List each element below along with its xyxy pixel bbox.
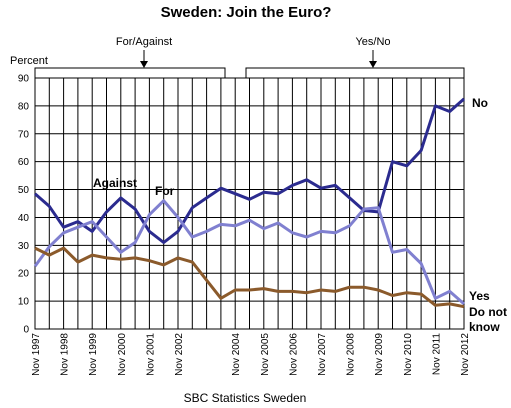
chart-source: SBC Statistics Sweden <box>184 391 307 405</box>
y-tick-label: 40 <box>18 213 30 224</box>
y-tick-label: 20 <box>18 269 30 280</box>
x-tick-label: Nov 2012 <box>460 333 471 376</box>
x-tick-label: Nov 2002 <box>174 333 185 376</box>
x-tick-label: Nov 2008 <box>346 333 357 376</box>
bracket-arrow-head <box>369 61 377 68</box>
y-tick-label: 60 <box>18 157 30 168</box>
annotation-for: For <box>155 184 175 198</box>
label-do-not-know-line1: Do not <box>469 305 507 319</box>
y-tick-label: 70 <box>18 129 30 140</box>
y-tick-label: 80 <box>18 101 30 112</box>
x-tick-label: Nov 2001 <box>145 333 156 376</box>
x-tick-label: Nov 2006 <box>288 333 299 376</box>
x-tick-label: Nov 2000 <box>117 333 128 376</box>
series-line-yes <box>33 199 465 306</box>
bracket-arrow-head <box>140 61 148 68</box>
x-tick-label: Nov 2010 <box>403 333 414 376</box>
x-tick-label: Nov 2009 <box>374 333 385 376</box>
bracket-label-for-against: For/Against <box>116 36 172 48</box>
label-no: No <box>472 96 488 110</box>
x-tick-label: Nov 2007 <box>317 333 328 376</box>
x-tick-label: Nov 1999 <box>88 333 99 376</box>
annotation-against: Against <box>93 176 137 190</box>
bracket-label-yes-no: Yes/No <box>355 36 390 48</box>
series-line-no <box>34 97 465 244</box>
label-do-not-know-line2: know <box>469 320 500 334</box>
y-axis-label: Percent <box>10 55 48 67</box>
series-line-do-not-know <box>34 246 465 309</box>
chart-title: Sweden: Join the Euro? <box>161 4 332 21</box>
x-tick-label: Nov 2004 <box>231 333 242 376</box>
x-tick-label: Nov 2011 <box>431 333 442 376</box>
bracket-bar-for-against <box>34 67 226 79</box>
bracket-bar-yes-no <box>245 67 465 79</box>
label-yes: Yes <box>469 289 490 303</box>
x-tick-label: Nov 1998 <box>60 333 71 376</box>
x-tick-label: Nov 2005 <box>260 333 271 376</box>
x-tick-label: Nov 1997 <box>31 333 42 376</box>
y-tick-label: 30 <box>18 241 30 252</box>
y-tick-label: 50 <box>18 185 30 196</box>
y-tick-label: 0 <box>23 325 29 336</box>
y-tick-label: 10 <box>18 297 30 308</box>
y-tick-label: 90 <box>18 74 30 85</box>
